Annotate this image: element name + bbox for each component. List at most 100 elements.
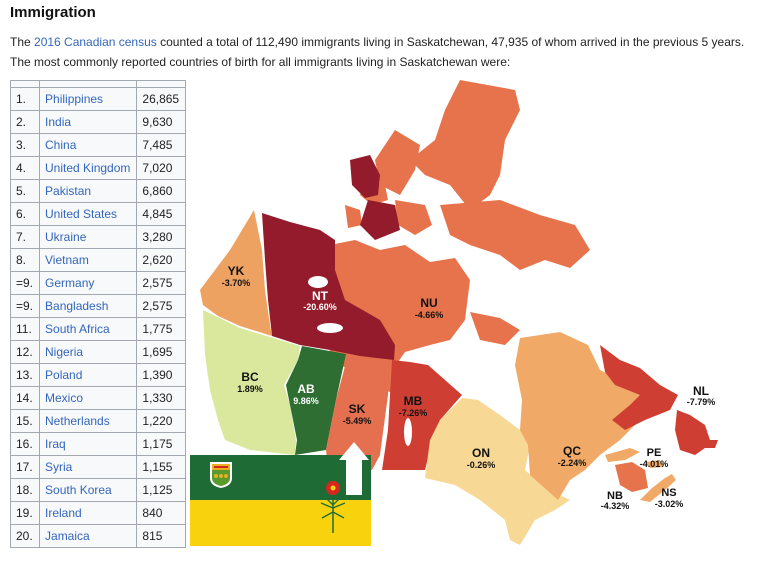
nt-victoria-island <box>360 200 400 240</box>
country-link[interactable]: Mexico <box>39 386 138 410</box>
rank-cell: 13. <box>9 363 41 387</box>
nu-baffin-south <box>440 200 590 270</box>
country-link[interactable]: India <box>39 110 138 134</box>
country-link[interactable]: South Africa <box>39 317 138 341</box>
immigration-table: 1. Philippines 26,865 2. India 9,630 3. China 7,… <box>9 80 187 548</box>
country-link[interactable]: Nigeria <box>39 340 138 364</box>
nu-island-d <box>470 312 520 345</box>
svg-text:-20.60%: -20.60% <box>303 302 337 312</box>
nl-labrador <box>600 345 678 430</box>
count-cell: 7,485 <box>136 133 187 157</box>
table-row: 15. Netherlands 1,220 <box>9 409 187 433</box>
count-cell: 9,630 <box>136 110 187 134</box>
svg-text:ON: ON <box>472 446 490 460</box>
svg-text:SK: SK <box>349 402 366 416</box>
svg-text:AB: AB <box>297 382 315 396</box>
great-bear-lake <box>308 276 328 288</box>
country-link[interactable]: South Korea <box>39 478 138 502</box>
table-header-row <box>9 80 187 88</box>
rank-cell: 19. <box>9 501 41 525</box>
count-cell: 1,125 <box>136 478 187 502</box>
flag-yellow-band <box>190 500 371 546</box>
count-cell: 1,175 <box>136 432 187 456</box>
country-link[interactable]: Poland <box>39 363 138 387</box>
table-row: 13. Poland 1,390 <box>9 363 187 387</box>
count-cell: 26,865 <box>136 87 187 111</box>
country-link[interactable]: Ireland <box>39 501 138 525</box>
table-row: 18. South Korea 1,125 <box>9 478 187 502</box>
svg-text:NS: NS <box>661 487 676 499</box>
count-cell: 1,775 <box>136 317 187 341</box>
country-link[interactable]: Germany <box>39 271 138 295</box>
country-link[interactable]: United Kingdom <box>39 156 138 180</box>
count-cell: 2,575 <box>136 294 187 318</box>
intro-text-line2: The most commonly reported countries of … <box>10 55 511 69</box>
count-cell: 1,390 <box>136 363 187 387</box>
great-slave-lake <box>317 323 343 333</box>
arrow-up-icon <box>339 442 369 495</box>
qc-gaspe <box>605 448 640 462</box>
rank-cell: =9. <box>9 294 41 318</box>
canada-map: YK -3.70% NT -20.60% NU -4.66% BC 1.89% … <box>190 80 718 546</box>
count-cell: 1,155 <box>136 455 187 479</box>
nu-ellesmere <box>375 130 420 195</box>
nu-island-b <box>395 200 432 235</box>
rank-cell: 12. <box>9 340 41 364</box>
province-pe <box>646 460 664 468</box>
rank-cell: 18. <box>9 478 41 502</box>
table-row: 4. United Kingdom 7,020 <box>9 156 187 180</box>
country-link[interactable]: Philippines <box>39 87 138 111</box>
table-row: 7. Ukraine 3,280 <box>9 225 187 249</box>
intro-paragraph: The 2016 Canadian census counted a total… <box>10 32 760 72</box>
country-link[interactable]: Netherlands <box>39 409 138 433</box>
table-row: 2. India 9,630 <box>9 110 187 134</box>
count-cell: 1,330 <box>136 386 187 410</box>
rank-cell: 16. <box>9 432 41 456</box>
census-link[interactable]: 2016 Canadian census <box>34 35 157 49</box>
nu-baffin-island <box>410 80 520 210</box>
province-nt <box>262 213 395 360</box>
table-row: 5. Pakistan 6,860 <box>9 179 187 203</box>
svg-text:-4.32%: -4.32% <box>601 501 630 511</box>
country-link[interactable]: Vietnam <box>39 248 138 272</box>
label-ab: AB 9.86% <box>293 382 319 406</box>
rank-cell: 17. <box>9 455 41 479</box>
country-link[interactable]: China <box>39 133 138 157</box>
country-link[interactable]: Bangladesh <box>39 294 138 318</box>
country-link[interactable]: Jamaica <box>39 524 138 548</box>
country-link[interactable]: Ukraine <box>39 225 138 249</box>
table-row: =9. Bangladesh 2,575 <box>9 294 187 318</box>
nl-newfoundland-island <box>675 410 718 455</box>
label-qc: QC -2.24% <box>558 444 587 468</box>
svg-text:-7.26%: -7.26% <box>399 408 428 418</box>
rank-cell: 5. <box>9 179 41 203</box>
count-cell: 4,845 <box>136 202 187 226</box>
svg-text:NU: NU <box>420 296 437 310</box>
svg-text:-7.79%: -7.79% <box>687 397 716 407</box>
nu-island-c <box>345 205 362 228</box>
rank-cell: 4. <box>9 156 41 180</box>
table-row: 1. Philippines 26,865 <box>9 87 187 111</box>
count-cell: 6,860 <box>136 179 187 203</box>
table-row: 11. South Africa 1,775 <box>9 317 187 341</box>
svg-text:-0.26%: -0.26% <box>467 460 496 470</box>
table-row: 14. Mexico 1,330 <box>9 386 187 410</box>
table-row: 12. Nigeria 1,695 <box>9 340 187 364</box>
rank-cell: 3. <box>9 133 41 157</box>
province-bc <box>203 310 300 455</box>
country-link[interactable]: Iraq <box>39 432 138 456</box>
rank-cell: =9. <box>9 271 41 295</box>
province-on <box>425 398 570 545</box>
rank-cell: 15. <box>9 409 41 433</box>
table-row: 8. Vietnam 2,620 <box>9 248 187 272</box>
svg-text:-2.24%: -2.24% <box>558 458 587 468</box>
nt-banks-island <box>350 155 380 198</box>
label-ns: NS -3.02% <box>655 487 684 509</box>
country-link[interactable]: Syria <box>39 455 138 479</box>
country-link[interactable]: United States <box>39 202 138 226</box>
svg-text:9.86%: 9.86% <box>293 396 319 406</box>
label-pe: PE -4.01% <box>640 447 669 469</box>
country-link[interactable]: Pakistan <box>39 179 138 203</box>
label-nl: NL -7.79% <box>687 384 716 407</box>
western-red-lily-icon <box>320 481 346 533</box>
